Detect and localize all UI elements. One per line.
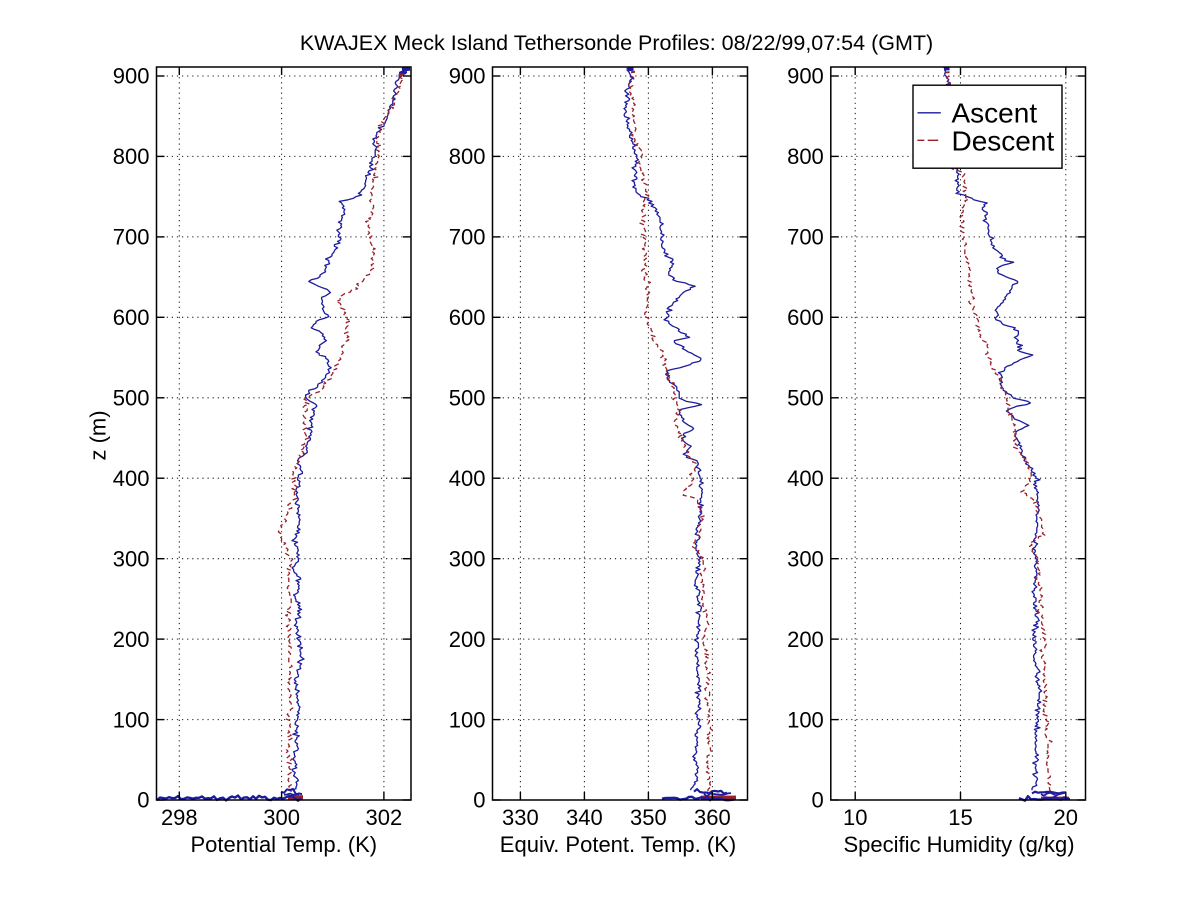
svg-text:Descent: Descent [952, 125, 1055, 156]
svg-text:200: 200 [787, 627, 824, 652]
svg-text:600: 600 [113, 305, 150, 330]
svg-text:700: 700 [787, 225, 824, 250]
svg-text:20: 20 [1054, 805, 1078, 830]
svg-text:400: 400 [787, 466, 824, 491]
svg-text:600: 600 [449, 305, 486, 330]
svg-text:340: 340 [566, 805, 603, 830]
svg-text:400: 400 [113, 466, 150, 491]
svg-text:800: 800 [787, 144, 824, 169]
svg-text:300: 300 [787, 546, 824, 571]
svg-text:900: 900 [787, 64, 824, 89]
svg-text:500: 500 [113, 386, 150, 411]
svg-text:300: 300 [113, 546, 150, 571]
svg-text:0: 0 [473, 788, 485, 813]
svg-text:300: 300 [263, 805, 300, 830]
svg-text:298: 298 [161, 805, 198, 830]
svg-text:350: 350 [630, 805, 667, 830]
svg-text:200: 200 [449, 627, 486, 652]
svg-text:400: 400 [449, 466, 486, 491]
svg-text:900: 900 [113, 64, 150, 89]
svg-text:900: 900 [449, 64, 486, 89]
svg-text:360: 360 [694, 805, 731, 830]
svg-text:500: 500 [449, 386, 486, 411]
svg-text:800: 800 [449, 144, 486, 169]
svg-text:600: 600 [787, 305, 824, 330]
svg-text:800: 800 [113, 144, 150, 169]
svg-text:100: 100 [449, 707, 486, 732]
svg-text:0: 0 [812, 788, 824, 813]
svg-text:700: 700 [113, 225, 150, 250]
svg-text:Potential Temp. (K): Potential Temp. (K) [190, 832, 377, 857]
svg-text:Ascent: Ascent [952, 98, 1038, 129]
svg-text:500: 500 [787, 386, 824, 411]
svg-text:15: 15 [948, 805, 972, 830]
svg-text:Specific Humidity (g/kg): Specific Humidity (g/kg) [843, 832, 1074, 857]
svg-text:302: 302 [366, 805, 403, 830]
svg-text:330: 330 [502, 805, 539, 830]
svg-text:10: 10 [843, 805, 867, 830]
svg-text:z (m): z (m) [86, 410, 111, 460]
svg-text:0: 0 [137, 788, 149, 813]
svg-text:300: 300 [449, 546, 486, 571]
svg-text:100: 100 [113, 707, 150, 732]
svg-text:Equiv. Potent. Temp. (K): Equiv. Potent. Temp. (K) [500, 832, 736, 857]
svg-text:700: 700 [449, 225, 486, 250]
svg-text:KWAJEX Meck Island Tethersonde: KWAJEX Meck Island Tethersonde Profiles:… [300, 31, 933, 55]
svg-text:200: 200 [113, 627, 150, 652]
svg-text:100: 100 [787, 707, 824, 732]
